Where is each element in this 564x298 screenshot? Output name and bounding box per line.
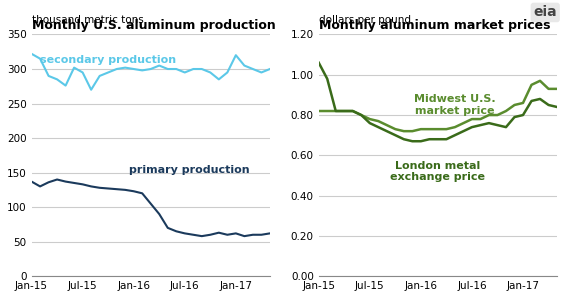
- Text: Monthly U.S. aluminum production: Monthly U.S. aluminum production: [32, 19, 275, 32]
- Text: Monthly aluminum market prices: Monthly aluminum market prices: [319, 19, 550, 32]
- Text: primary production: primary production: [129, 164, 249, 175]
- Text: dollars per pound: dollars per pound: [319, 15, 411, 25]
- Text: eia: eia: [534, 5, 557, 19]
- Text: secondary production: secondary production: [40, 55, 176, 66]
- Text: London metal
exchange price: London metal exchange price: [390, 161, 486, 182]
- Text: thousand metric tons: thousand metric tons: [32, 15, 143, 25]
- Text: Midwest U.S.
market price: Midwest U.S. market price: [414, 94, 496, 116]
